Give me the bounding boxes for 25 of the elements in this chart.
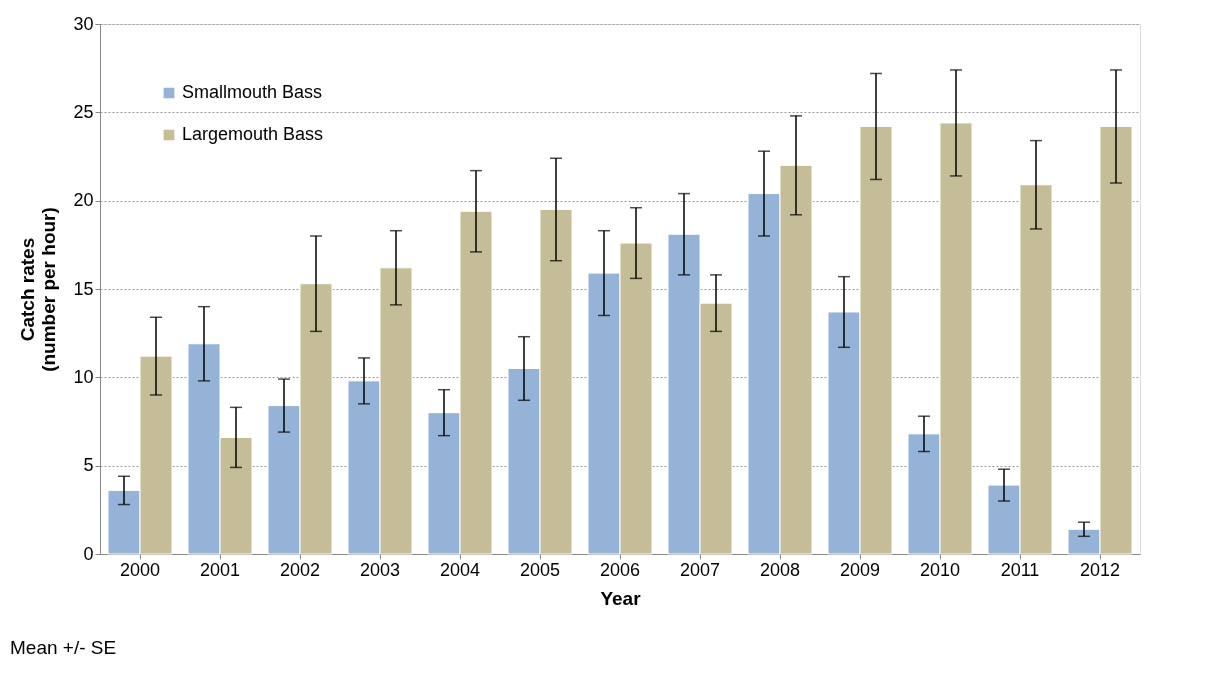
y-tick-label: 10	[73, 366, 94, 387]
x-tick-label: 2008	[759, 559, 801, 580]
x-tick-label: 2006	[599, 559, 641, 580]
x-tick-label: 2012	[1079, 559, 1121, 580]
x-tick-label: 2003	[359, 559, 401, 580]
x-tick-label: 2005	[519, 559, 561, 580]
x-tick-label: 2011	[1000, 559, 1040, 580]
legend-label: Smallmouth Bass	[182, 82, 323, 102]
x-tick-label: 2007	[679, 559, 721, 580]
text: Mean +/- SE	[10, 637, 117, 658]
y-tick-label: 20	[73, 190, 94, 211]
x-tick-label: 2004	[439, 559, 481, 580]
y-axis-title: Catch rates (number per hour)	[17, 207, 60, 372]
y-tick-label: 15	[73, 278, 94, 299]
x-axis-title: Year	[600, 587, 642, 609]
y-tick-label: 5	[83, 455, 94, 476]
x-tick-label: 2010	[919, 559, 961, 580]
legend-label: Largemouth Bass	[182, 124, 324, 144]
x-tick-label: 2000	[119, 559, 161, 580]
x-tick-label: 2002	[279, 559, 321, 580]
y-tick-label: 30	[73, 13, 94, 34]
x-tick-label: 2001	[199, 559, 241, 580]
x-tick-label: 2009	[839, 559, 881, 580]
y-tick-label: 25	[73, 101, 94, 122]
y-tick-label: 0	[83, 543, 94, 564]
